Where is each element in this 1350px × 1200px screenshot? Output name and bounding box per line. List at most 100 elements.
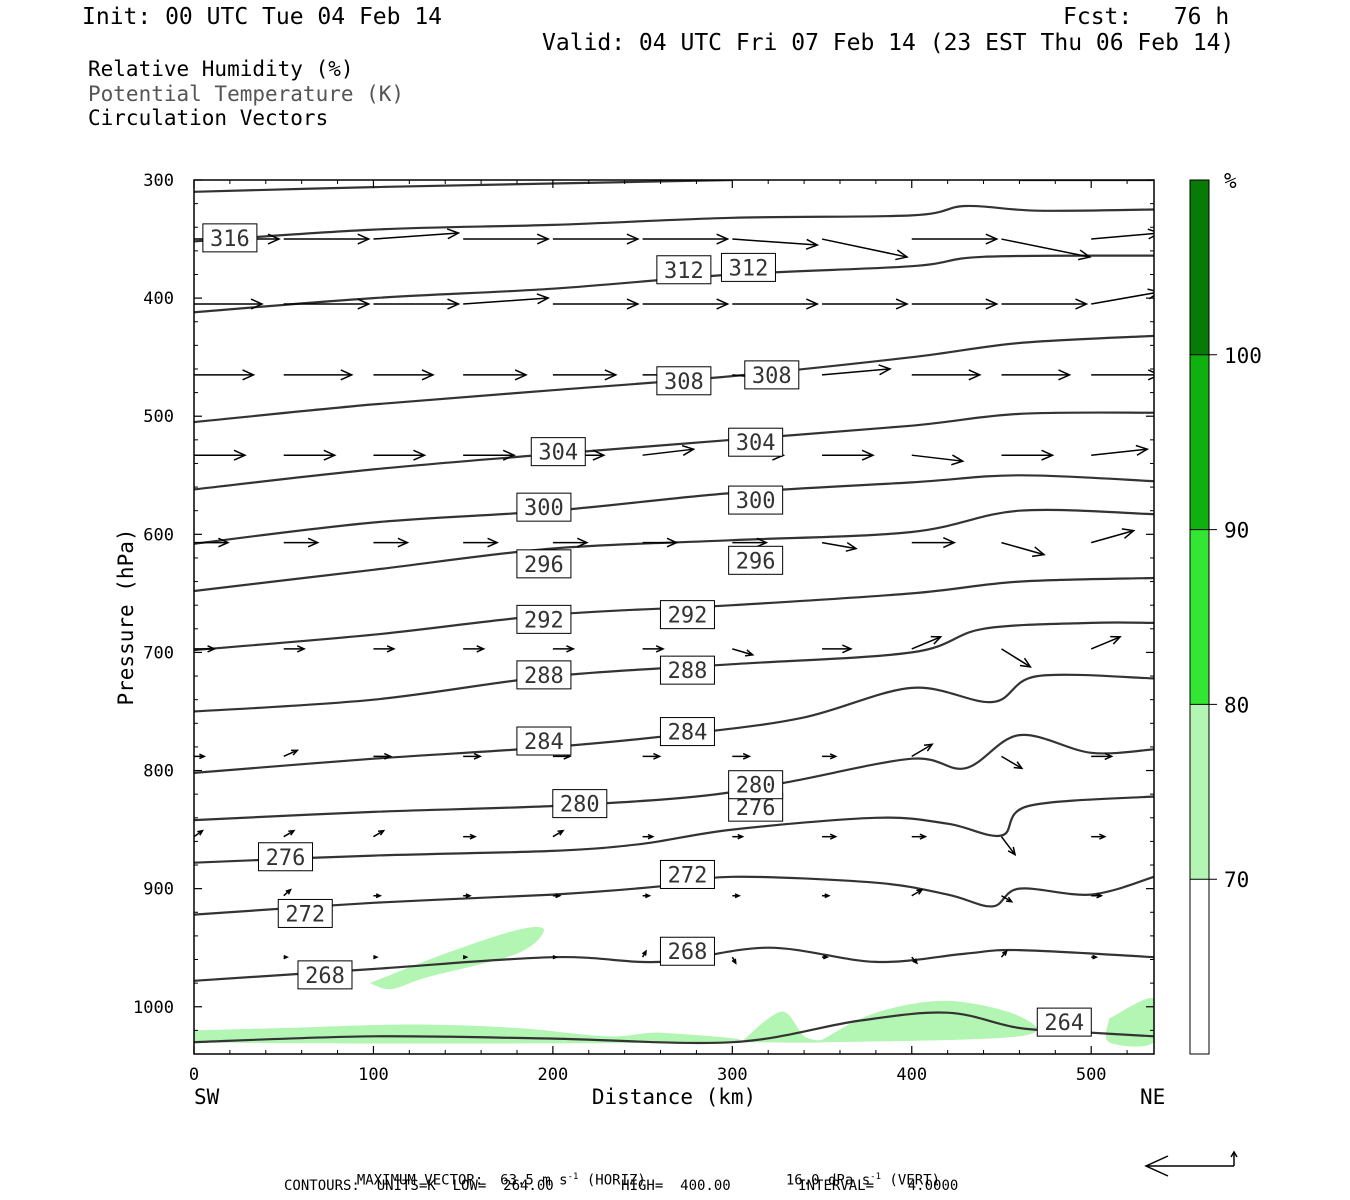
circulation-vector xyxy=(463,233,550,245)
vector-head xyxy=(1058,369,1072,381)
circulation-vector xyxy=(1090,635,1122,650)
circulation-vector xyxy=(194,537,230,548)
vector-shaft xyxy=(1091,292,1154,305)
theta-label-text: 304 xyxy=(736,431,776,456)
vector-head xyxy=(375,893,383,899)
vector-head xyxy=(716,233,730,245)
circulation-vector xyxy=(911,537,957,549)
theta-label-box xyxy=(277,898,333,928)
colorbar-level-label: 80 xyxy=(1224,693,1249,717)
vector-head xyxy=(1092,954,1099,960)
vector-head xyxy=(895,249,909,261)
rh-region-3 xyxy=(807,1000,1038,1043)
theta-contour-312 xyxy=(194,254,1154,314)
theta-label-288-1: 288 xyxy=(659,655,715,685)
vector-shaft xyxy=(911,743,933,758)
circulation-vector xyxy=(283,954,289,960)
vector-head xyxy=(465,893,472,899)
vector-shaft xyxy=(821,368,891,376)
theta-label-296-0: 296 xyxy=(516,549,572,579)
vector-head xyxy=(1006,896,1014,903)
theta-label-284-0: 284 xyxy=(516,726,572,756)
circulation-vector xyxy=(283,298,371,310)
theta-contour-304 xyxy=(194,411,1154,491)
vector-head xyxy=(1041,449,1055,461)
vector-head xyxy=(296,645,306,653)
theta-label-box xyxy=(516,549,572,579)
circulation-vector xyxy=(1001,298,1089,310)
vector-shaft xyxy=(1001,238,1091,258)
vector-head xyxy=(462,954,469,960)
vector-shaft xyxy=(283,749,298,758)
circulation-vector xyxy=(283,749,300,758)
vector-head xyxy=(577,537,589,548)
vector-head xyxy=(1147,369,1154,381)
circulation-vector xyxy=(911,833,928,840)
vector-head xyxy=(1031,546,1046,558)
vector-shaft xyxy=(463,297,549,305)
max-vector-horizontal: MAXIMUM VECTOR: 63.5 m s xyxy=(356,1172,568,1189)
circulation-vector xyxy=(283,449,337,461)
circulation-vector xyxy=(373,893,383,899)
vector-head xyxy=(218,537,230,548)
theta-label-box xyxy=(552,789,608,819)
vector-shaft xyxy=(1090,636,1121,650)
circulation-vector xyxy=(1091,833,1107,840)
circulation-vector xyxy=(283,537,320,548)
theta-label-288-0: 288 xyxy=(516,660,572,690)
circulation-vector xyxy=(642,833,655,840)
vector-head xyxy=(626,233,640,245)
rh-region-2 xyxy=(741,1011,825,1043)
field-label-rh: Relative Humidity (%) xyxy=(88,57,354,81)
colorbar-level-label: 100 xyxy=(1224,344,1262,368)
circulation-vector xyxy=(283,645,306,653)
vector-head xyxy=(916,888,924,895)
colorbar-unit-label: % xyxy=(1224,169,1237,193)
colorbar-segment xyxy=(1190,180,1209,355)
field-label-theta: Potential Temperature (K) xyxy=(88,82,405,106)
vector-head xyxy=(536,293,550,305)
vector-head xyxy=(951,454,965,466)
theta-label-box xyxy=(258,842,314,872)
circulation-vector xyxy=(822,893,831,899)
circulation-vector xyxy=(373,954,379,960)
theta-label-text: 296 xyxy=(736,549,776,574)
vector-head xyxy=(1078,249,1092,261)
vector-head xyxy=(447,298,461,310)
circulation-vector xyxy=(463,369,528,381)
vector-head xyxy=(968,369,982,381)
x-axis-title: Distance (km) xyxy=(592,1085,756,1109)
circulation-vector xyxy=(373,228,461,240)
vector-head xyxy=(647,833,655,840)
theta-label-text: 264 xyxy=(1044,1011,1084,1036)
theta-contour-296 xyxy=(194,508,1154,593)
theta-label-text: 308 xyxy=(752,364,792,389)
theta-contour-268 xyxy=(194,946,1154,982)
circulation-vectors xyxy=(194,228,1154,965)
circulation-vector xyxy=(732,298,820,310)
vector-head xyxy=(357,233,371,245)
vector-shaft xyxy=(1000,836,1016,856)
vector-head xyxy=(644,893,652,899)
vector-head xyxy=(250,298,264,310)
theta-contour-276 xyxy=(194,795,1154,864)
theta-label-312-1: 312 xyxy=(720,252,776,282)
theta-label-276-0: 276 xyxy=(258,842,314,872)
circulation-vector xyxy=(642,893,652,899)
vector-head xyxy=(267,233,281,245)
theta-label-text: 300 xyxy=(524,496,564,521)
circulation-vector xyxy=(373,752,393,760)
circulation-vector xyxy=(463,537,499,548)
y-axis-title: Pressure (hPa) xyxy=(114,528,138,705)
circulation-vector xyxy=(194,369,256,381)
theta-label-text: 288 xyxy=(524,664,564,689)
theta-label-text: 292 xyxy=(668,604,708,629)
theta-label-text: 304 xyxy=(538,441,578,466)
circulation-vector xyxy=(373,298,461,310)
theta-label-box xyxy=(516,660,572,690)
y-tick-label: 800 xyxy=(143,762,174,782)
field-label-vectors: Circulation Vectors xyxy=(88,106,329,130)
theta-label-box xyxy=(659,859,715,889)
vector-head xyxy=(895,298,909,310)
circulation-vector xyxy=(822,954,829,960)
